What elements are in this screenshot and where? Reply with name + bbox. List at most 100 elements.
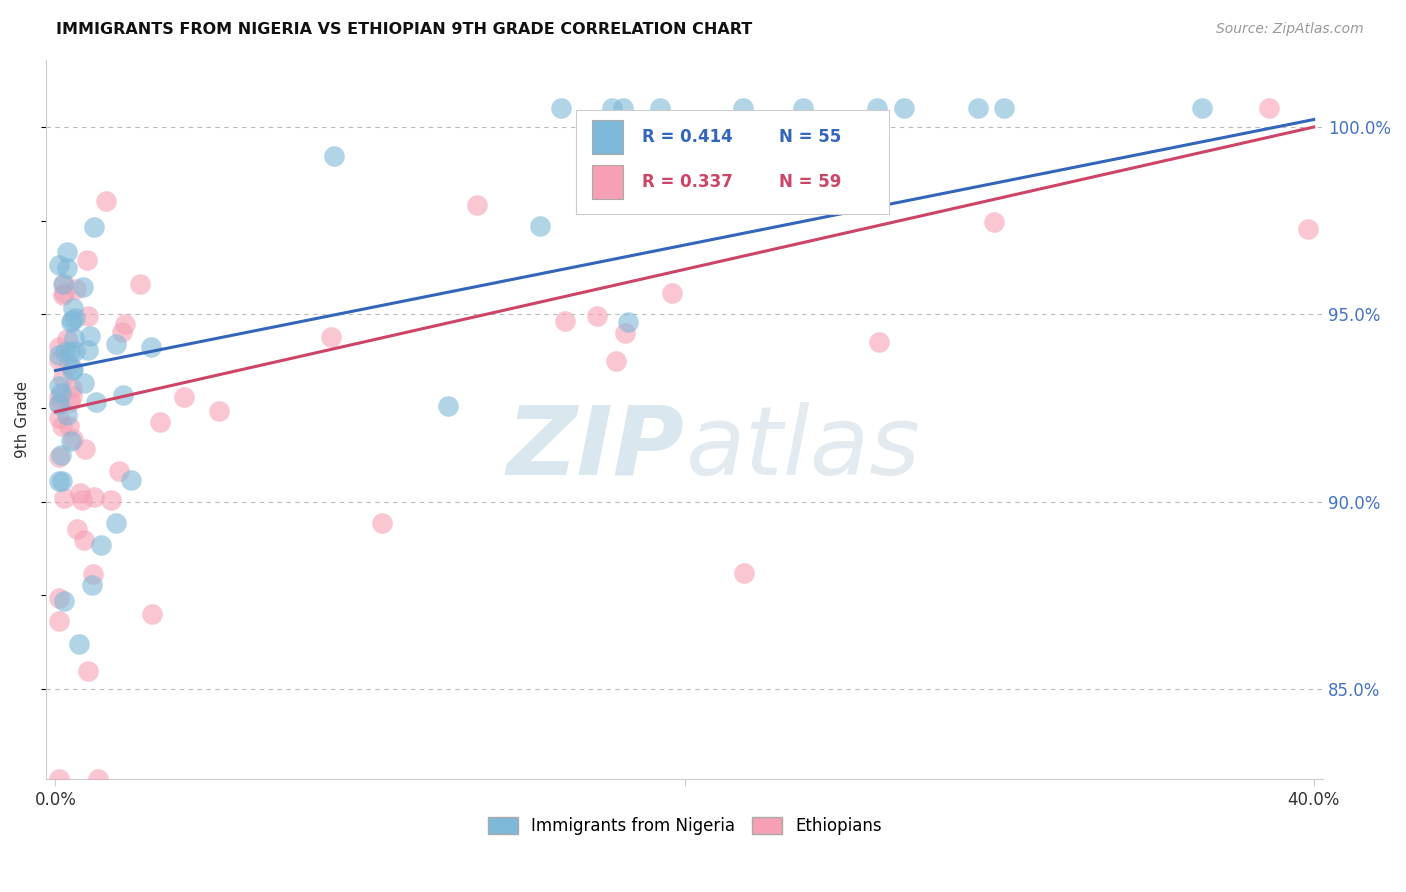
Point: [53, 277, 76, 291]
Point: [48, 396, 70, 410]
Point: [1296, 221, 1319, 235]
Point: [600, 101, 623, 115]
Point: [48, 259, 70, 273]
Point: [603, 171, 626, 186]
Point: [48, 390, 70, 404]
Point: [612, 101, 634, 115]
Point: [79, 329, 101, 343]
Point: [529, 219, 551, 233]
Point: [86, 772, 108, 786]
Point: [609, 193, 631, 207]
Point: [648, 101, 671, 115]
Point: [104, 336, 127, 351]
Point: [48, 772, 70, 786]
Point: [70, 492, 93, 507]
Point: [83, 220, 105, 235]
Text: IMMIGRANTS FROM NIGERIA VS ETHIOPIAN 9TH GRADE CORRELATION CHART: IMMIGRANTS FROM NIGERIA VS ETHIOPIAN 9TH…: [56, 22, 752, 37]
Point: [866, 101, 889, 115]
Point: [76, 310, 98, 324]
Point: [605, 353, 627, 368]
Point: [66, 522, 89, 536]
Point: [82, 577, 104, 591]
Point: [73, 376, 96, 391]
Point: [56, 333, 79, 347]
Point: [48, 340, 70, 354]
Point: [60, 315, 83, 329]
Point: [48, 591, 70, 606]
Text: Source: ZipAtlas.com: Source: ZipAtlas.com: [1216, 22, 1364, 37]
Point: [59, 395, 82, 409]
Point: [104, 516, 127, 530]
Point: [48, 379, 70, 393]
Point: [76, 252, 98, 267]
Point: [617, 315, 640, 329]
Point: [1191, 101, 1213, 115]
Point: [1258, 101, 1281, 115]
Point: [655, 137, 678, 152]
Legend: Immigrants from Nigeria, Ethiopians: Immigrants from Nigeria, Ethiopians: [488, 817, 882, 835]
Point: [48, 614, 70, 628]
Point: [76, 664, 98, 678]
Point: [208, 403, 231, 417]
Point: [60, 312, 83, 326]
Y-axis label: 9th Grade: 9th Grade: [15, 381, 30, 458]
Point: [323, 149, 346, 163]
Point: [111, 388, 134, 402]
Point: [52, 277, 75, 291]
Point: [586, 310, 609, 324]
Point: [128, 277, 150, 292]
Point: [62, 432, 84, 446]
Point: [733, 566, 755, 580]
Point: [72, 279, 94, 293]
Point: [868, 334, 890, 349]
Point: [52, 491, 75, 505]
Point: [96, 194, 118, 208]
Point: [63, 330, 86, 344]
Point: [51, 386, 73, 401]
Point: [51, 474, 73, 488]
Point: [319, 329, 342, 343]
Point: [114, 318, 136, 332]
Point: [52, 370, 75, 384]
Point: [48, 397, 70, 411]
Point: [48, 347, 70, 361]
Point: [48, 411, 70, 425]
Point: [67, 637, 90, 651]
Point: [149, 415, 172, 429]
Point: [62, 301, 84, 315]
Point: [51, 418, 73, 433]
Point: [110, 325, 132, 339]
Point: [51, 448, 73, 462]
Point: [554, 314, 576, 328]
Point: [58, 419, 80, 434]
Point: [63, 344, 86, 359]
Point: [664, 164, 686, 178]
Point: [614, 326, 637, 341]
Point: [53, 345, 76, 359]
Point: [60, 363, 83, 377]
Point: [65, 282, 87, 296]
Point: [48, 450, 70, 465]
Point: [53, 285, 76, 300]
Point: [465, 198, 488, 212]
Text: atlas: atlas: [685, 401, 920, 494]
Point: [661, 286, 683, 301]
Point: [59, 434, 82, 448]
Point: [993, 101, 1015, 115]
Point: [82, 567, 104, 582]
Point: [792, 101, 814, 115]
Point: [60, 381, 83, 395]
Point: [58, 357, 80, 371]
Point: [65, 311, 87, 326]
Point: [983, 215, 1005, 229]
Point: [52, 594, 75, 608]
Point: [76, 343, 98, 357]
Point: [48, 352, 70, 367]
Point: [120, 473, 142, 487]
Point: [893, 101, 915, 115]
Point: [69, 486, 91, 500]
Point: [83, 490, 105, 504]
Point: [100, 493, 122, 508]
Point: [56, 260, 79, 275]
Point: [90, 538, 112, 552]
